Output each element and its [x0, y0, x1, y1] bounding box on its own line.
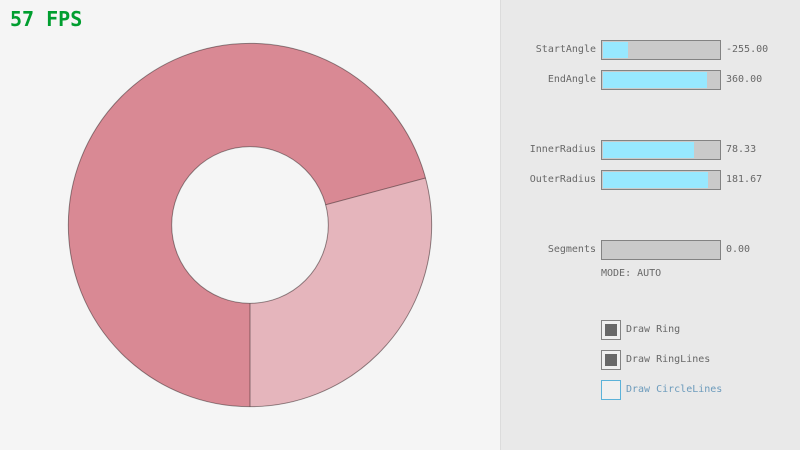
slider-fill: [603, 42, 628, 58]
ring-inner-circle-line: [171, 146, 329, 304]
end-angle-slider[interactable]: [601, 70, 721, 90]
segments-value: 0.00: [726, 244, 751, 255]
control-panel: StartAngle -255.00 EndAngle 360.00 Inner…: [500, 0, 800, 450]
checkmark: [605, 354, 617, 366]
inner-radius-value: 78.33: [726, 144, 757, 155]
inner-radius-row: InnerRadius 78.33: [501, 140, 800, 160]
start-angle-label: StartAngle: [535, 44, 596, 55]
segments-mode-label: MODE: AUTO: [601, 268, 662, 279]
segments-label: Segments: [547, 244, 596, 255]
start-angle-slider[interactable]: [601, 40, 721, 60]
slider-fill: [603, 172, 708, 188]
ring-single-pass-sector: [250, 177, 432, 407]
ring-start-angle-line: [325, 177, 426, 206]
end-angle-row: EndAngle 360.00: [501, 70, 800, 90]
inner-radius-slider[interactable]: [601, 140, 721, 160]
draw-ring-row: Draw Ring: [501, 320, 800, 340]
outer-radius-value: 181.67: [726, 174, 763, 185]
outer-radius-slider[interactable]: [601, 170, 721, 190]
start-angle-value: -255.00: [726, 44, 769, 55]
outer-radius-label: OuterRadius: [529, 174, 596, 185]
draw-ringlines-checkbox[interactable]: [601, 350, 621, 370]
draw-ring-label[interactable]: Draw Ring: [626, 324, 681, 335]
slider-fill: [603, 72, 707, 88]
ring-chart: [67, 42, 433, 408]
segments-row: Segments 0.00: [501, 240, 800, 260]
segments-slider[interactable]: [601, 240, 721, 260]
inner-radius-label: InnerRadius: [529, 144, 596, 155]
end-angle-label: EndAngle: [547, 74, 596, 85]
outer-radius-row: OuterRadius 181.67: [501, 170, 800, 190]
ring-outer-circle-line: [67, 42, 433, 408]
fps-counter: 57 FPS: [10, 7, 83, 31]
start-angle-row: StartAngle -255.00: [501, 40, 800, 60]
draw-ringlines-row: Draw RingLines: [501, 350, 800, 370]
draw-circlelines-row: Draw CircleLines: [501, 380, 800, 400]
draw-ringlines-label[interactable]: Draw RingLines: [626, 354, 711, 365]
checkmark: [605, 324, 617, 336]
draw-circlelines-label[interactable]: Draw CircleLines: [626, 384, 723, 395]
slider-fill: [603, 142, 694, 158]
end-angle-value: 360.00: [726, 74, 763, 85]
draw-circlelines-checkbox[interactable]: [601, 380, 621, 400]
draw-ring-checkbox[interactable]: [601, 320, 621, 340]
